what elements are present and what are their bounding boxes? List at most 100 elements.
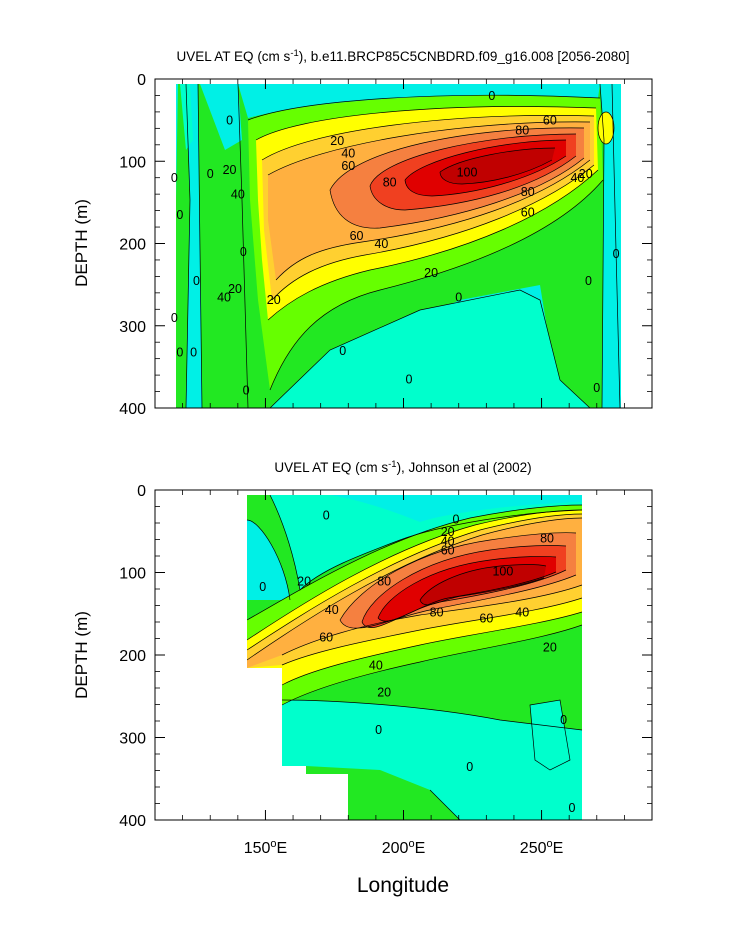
top-title: UVEL AT EQ (cm s-1), b.e11.BRCP85C5CNBDR… <box>177 48 630 64</box>
contour-label: 0 <box>176 346 183 360</box>
contour-label: 0 <box>226 114 233 128</box>
bottom-surface-cyan <box>330 495 582 522</box>
contour-label: 40 <box>441 535 455 549</box>
y-tick-label: 0 <box>137 72 146 89</box>
contour-label: 80 <box>377 574 391 588</box>
top-lower-aqua <box>270 290 590 408</box>
top-y-axis-label: DEPTH (m) <box>72 199 91 287</box>
contour-label: 20 <box>424 266 438 280</box>
bottom-core-zone <box>420 564 546 605</box>
bottom-missing-west <box>155 490 348 820</box>
contour-label: 20 <box>377 686 391 700</box>
contour-label: 40 <box>570 171 584 185</box>
contour-label: 0 <box>171 311 178 325</box>
contour-label: 60 <box>341 159 355 173</box>
y-tick-label: 200 <box>119 648 146 665</box>
top-contour-field <box>176 83 621 408</box>
contour-label: 0 <box>593 381 600 395</box>
contour-label: 0 <box>455 290 462 304</box>
contour-label: 60 <box>479 611 493 625</box>
y-tick-label: 400 <box>119 401 146 418</box>
contour-label: 100 <box>492 564 513 578</box>
top-core-zone <box>440 148 555 184</box>
bottom-x-axis: 150oE 200oE 250oE <box>182 490 625 857</box>
contour-label: 40 <box>231 188 245 202</box>
bottom-west-cyan <box>247 520 290 600</box>
y-tick-label: 200 <box>119 237 146 254</box>
contour-label: 0 <box>193 274 200 288</box>
contour-label: 40 <box>515 606 529 620</box>
contour-label: 40 <box>369 658 383 672</box>
contour-label: 0 <box>375 723 382 737</box>
contour-label: 20 <box>223 163 237 177</box>
top-x-axis <box>182 79 625 408</box>
top-west-band-2 <box>198 84 248 408</box>
contour-label: 0 <box>190 346 197 360</box>
contour-label: 0 <box>466 760 473 774</box>
top-west-aqua <box>180 84 193 150</box>
x-tick-label: 200oE <box>382 838 426 857</box>
contour-label: 0 <box>406 373 413 387</box>
contour-label: 40 <box>217 290 231 304</box>
contour-label: 80 <box>430 606 444 620</box>
contour-label: 80 <box>521 185 535 199</box>
bottom-surface-aqua <box>270 495 582 590</box>
y-tick-label: 300 <box>119 319 146 336</box>
contour-label: 0 <box>585 274 592 288</box>
top-contour-lines <box>185 83 621 408</box>
contour-label: 0 <box>259 580 266 594</box>
contour-label: 100 <box>457 165 478 179</box>
contour-label: 0 <box>171 171 178 185</box>
contour-label: 0 <box>452 512 459 526</box>
bottom-contour-lines <box>246 494 583 820</box>
contour-label: 20 <box>543 640 557 654</box>
contour-label: 60 <box>319 630 333 644</box>
contour-label: 60 <box>521 206 535 220</box>
top-east-yellow <box>597 111 615 145</box>
bottom-title: UVEL AT EQ (cm s-1), Johnson et al (2002… <box>274 459 531 475</box>
top-panel: UVEL AT EQ (cm s-1), b.e11.BRCP85C5CNBDR… <box>72 48 653 418</box>
contour-label: 0 <box>613 247 620 261</box>
x-tick-label: 250oE <box>520 838 564 857</box>
contour-label: 0 <box>243 383 250 397</box>
y-tick-label: 400 <box>119 813 146 830</box>
bottom-x-axis-label: Longitude <box>357 874 449 897</box>
bottom-panel: UVEL AT EQ (cm s-1), Johnson et al (2002… <box>72 459 653 897</box>
contour-label: 40 <box>325 603 339 617</box>
bottom-y-axis-label: DEPTH (m) <box>72 611 91 699</box>
y-tick-label: 100 <box>119 566 146 583</box>
contour-label: 80 <box>540 531 554 545</box>
x-tick-label: 150oE <box>244 838 288 857</box>
contour-label: 40 <box>341 147 355 161</box>
y-tick-label: 300 <box>119 731 146 748</box>
contour-label: 0 <box>240 245 247 259</box>
contour-label: 60 <box>543 114 557 128</box>
contour-label: 20 <box>267 293 281 307</box>
contour-label: 0 <box>568 801 575 815</box>
contour-label: 20 <box>228 282 242 296</box>
contour-label: 20 <box>579 167 593 181</box>
contour-label: 80 <box>515 123 529 137</box>
contour-label: 20 <box>297 574 311 588</box>
y-tick-label: 100 <box>119 154 146 171</box>
contour-label: 0 <box>323 508 330 522</box>
top-west-band <box>176 84 190 408</box>
bottom-lower-aqua <box>282 700 582 820</box>
contour-label: 20 <box>330 134 344 148</box>
contour-label: 20 <box>441 525 455 539</box>
bottom-contour-field <box>155 490 652 820</box>
bottom-east-aqua <box>530 700 570 770</box>
contour-label: 60 <box>441 544 455 558</box>
contour-label: 40 <box>374 237 388 251</box>
contour-label: 0 <box>176 208 183 222</box>
contour-label: 0 <box>560 713 567 727</box>
contour-label: 0 <box>207 167 214 181</box>
bottom-missing-east <box>582 490 652 820</box>
y-tick-label: 0 <box>137 483 146 500</box>
top-surface-cyan <box>238 84 600 118</box>
